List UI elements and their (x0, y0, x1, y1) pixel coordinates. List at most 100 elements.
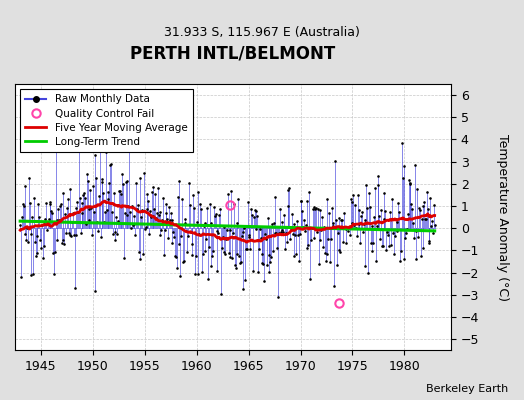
Point (413, 186, 421, 192)
Point (95, 134, 104, 140)
Point (415, 204, 423, 211)
Point (309, 204, 318, 211)
Point (420, 199, 429, 205)
Legend: Raw Monthly Data, Quality Control Fail, Five Year Moving Average, Long-Term Tren: Raw Monthly Data, Quality Control Fail, … (20, 89, 192, 152)
Point (160, 252, 168, 258)
Point (277, 227, 286, 233)
Point (305, 189, 313, 196)
Point (106, 162, 114, 168)
Point (225, 249, 233, 256)
Point (324, 236, 332, 243)
Point (59, 190, 68, 196)
Point (148, 184, 157, 190)
Point (341, 225, 349, 231)
Point (22, 237, 30, 244)
Point (268, 221, 276, 227)
Point (217, 244, 226, 251)
Point (244, 232, 253, 238)
Point (28, 214, 37, 220)
Point (147, 214, 155, 220)
Point (363, 205, 372, 211)
Point (380, 216, 389, 222)
Point (54, 206, 62, 212)
Point (139, 250, 147, 257)
Point (135, 174, 144, 181)
Point (252, 226, 260, 232)
Point (217, 290, 225, 297)
Point (143, 191, 151, 197)
Point (314, 206, 322, 212)
Point (69, 210, 77, 216)
Point (212, 211, 220, 218)
Point (108, 209, 116, 215)
Point (66, 186, 74, 192)
Point (155, 212, 163, 218)
Point (356, 239, 365, 246)
Point (114, 218, 122, 224)
Point (231, 262, 239, 268)
Point (43, 220, 52, 227)
Point (280, 212, 288, 219)
Point (419, 245, 428, 251)
Point (49, 250, 57, 256)
Point (73, 198, 82, 205)
Point (200, 223, 208, 230)
Point (79, 192, 88, 198)
Point (215, 212, 223, 218)
Point (246, 246, 255, 252)
Point (355, 221, 364, 228)
Point (146, 208, 154, 214)
Point (82, 221, 90, 228)
Point (220, 224, 228, 230)
Point (337, 217, 345, 223)
Point (91, 288, 100, 294)
Point (412, 256, 421, 262)
Point (205, 201, 214, 208)
Point (151, 190, 159, 197)
Point (286, 236, 294, 242)
Point (386, 216, 395, 222)
Point (329, 220, 337, 226)
Point (141, 224, 150, 230)
Point (418, 216, 426, 222)
Point (111, 237, 119, 243)
Point (209, 248, 217, 254)
Point (107, 161, 115, 167)
Point (329, 223, 337, 229)
Point (238, 285, 247, 292)
Point (367, 248, 376, 255)
Point (122, 178, 130, 185)
Point (56, 203, 64, 209)
Point (347, 220, 356, 226)
Point (155, 209, 163, 215)
Point (140, 225, 149, 232)
Point (192, 219, 201, 225)
Point (326, 236, 335, 242)
Point (414, 234, 422, 240)
Point (350, 222, 358, 229)
Point (53, 236, 62, 243)
Point (93, 219, 102, 225)
Point (311, 206, 320, 212)
Point (423, 189, 431, 195)
Point (104, 189, 113, 195)
Point (320, 224, 328, 230)
Point (70, 232, 78, 238)
Point (175, 178, 183, 184)
Point (325, 210, 333, 216)
Point (198, 269, 206, 276)
Point (403, 211, 412, 217)
Point (20, 182, 29, 189)
Point (19, 203, 28, 210)
Point (385, 243, 393, 250)
Point (233, 251, 242, 257)
Point (171, 253, 179, 259)
Point (81, 195, 89, 201)
Point (192, 252, 200, 259)
Point (35, 214, 43, 220)
Point (387, 242, 396, 248)
Point (287, 225, 295, 231)
Point (240, 224, 248, 231)
Point (304, 241, 312, 248)
Point (64, 230, 73, 236)
